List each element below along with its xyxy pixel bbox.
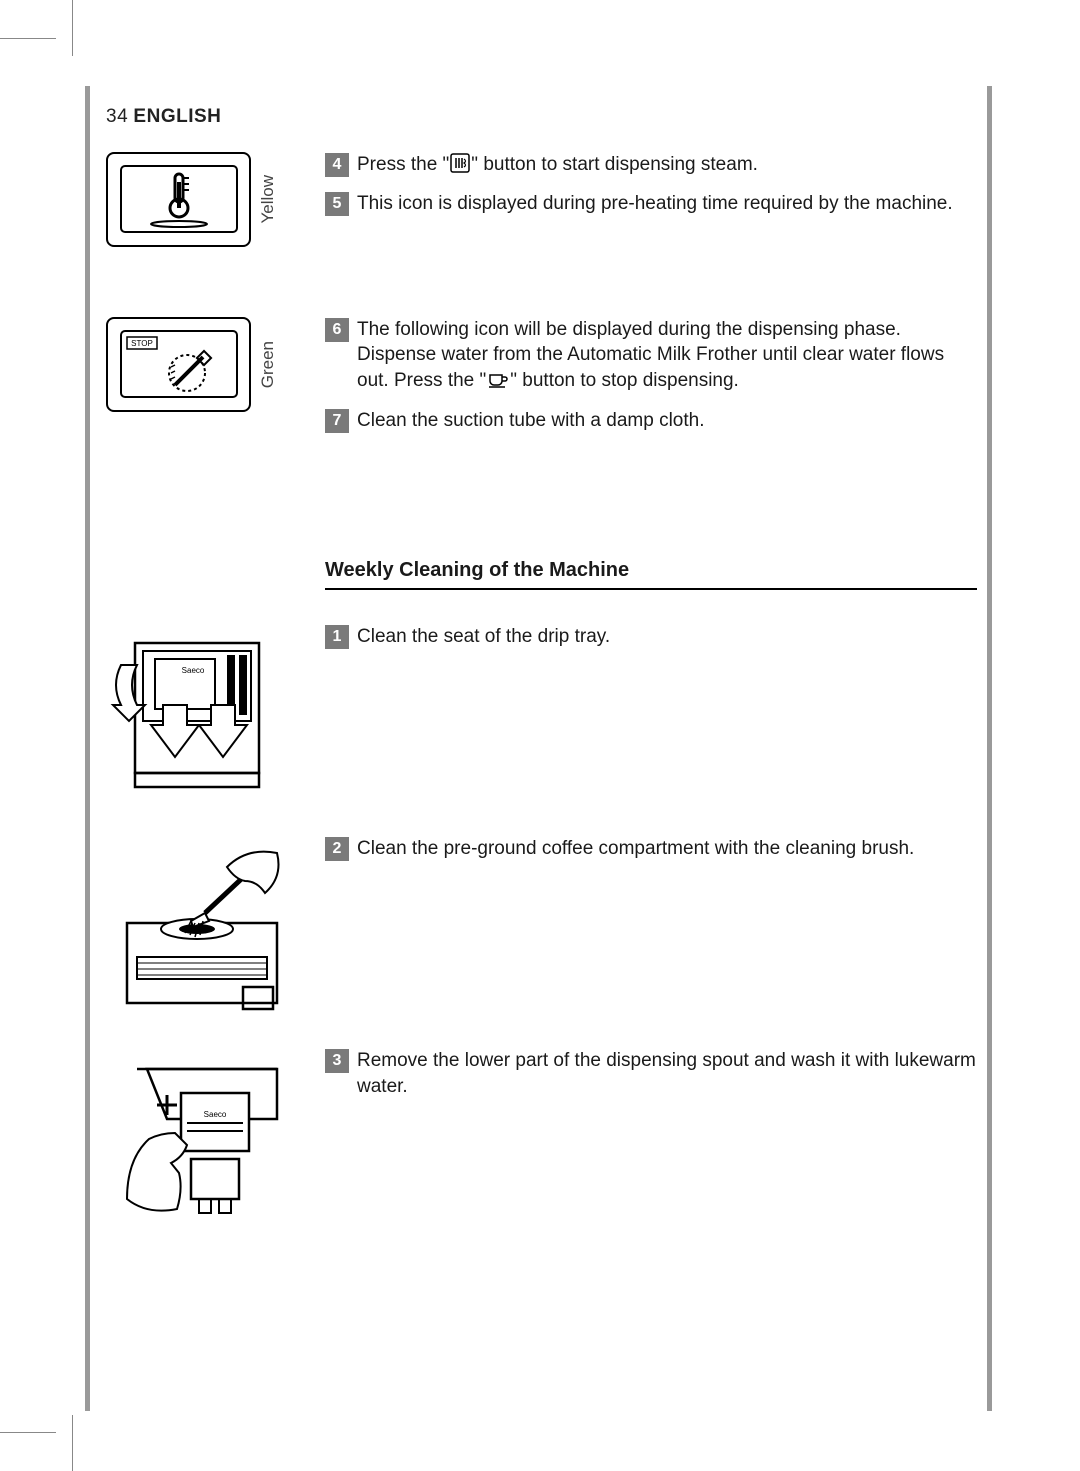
thermometer-icon [119, 164, 239, 234]
instruction-block: Saeco 1 Clean the seat of the drip tray. [90, 624, 987, 806]
step-text: Clean the seat of the drip tray. [357, 624, 977, 650]
svg-text:STOP: STOP [131, 339, 153, 348]
step-item: 6 The following icon will be displayed d… [325, 317, 977, 394]
step-number: 6 [325, 318, 349, 342]
step-item: 7 Clean the suction tube with a damp clo… [325, 408, 977, 434]
step-number: 3 [325, 1049, 349, 1073]
manual-page: 34 ENGLISH Yellow 4 [85, 86, 992, 1411]
instruction-block: Saeco 3 Remove the lower part of the dis… [90, 1048, 987, 1230]
spout-illustration: Saeco [106, 1048, 288, 1230]
step-item: 1 Clean the seat of the drip tray. [325, 624, 977, 650]
section-title: Weekly Cleaning of the Machine [325, 557, 977, 590]
step-text: Remove the lower part of the dispensing … [357, 1048, 977, 1099]
svg-text:Saeco: Saeco [204, 1110, 227, 1119]
steam-button-icon [450, 153, 470, 173]
color-label: Yellow [257, 175, 280, 224]
cup-button-icon [487, 371, 509, 389]
step-text: Clean the suction tube with a damp cloth… [357, 408, 977, 434]
instruction-block: Yellow 4 Press the "" button to start di… [90, 152, 987, 247]
step-number: 5 [325, 192, 349, 216]
display-screen-illustration: STOP [106, 317, 251, 412]
step-item: 4 Press the "" button to start dispensin… [325, 152, 977, 178]
step-item: 3 Remove the lower part of the dispensin… [325, 1048, 977, 1099]
drip-tray-illustration: Saeco [106, 624, 288, 806]
instruction-block: 2 Clean the pre-ground coffee compartmen… [90, 836, 987, 1018]
step-number: 1 [325, 625, 349, 649]
svg-text:Saeco: Saeco [182, 666, 205, 675]
section-heading-row: Weekly Cleaning of the Machine [90, 537, 987, 616]
wand-stop-icon: STOP [119, 329, 239, 399]
step-text: Clean the pre-ground coffee compartment … [357, 836, 977, 862]
step-text: This icon is displayed during pre-heatin… [357, 191, 977, 217]
step-text: Press the "" button to start dispensing … [357, 152, 977, 178]
step-item: 5 This icon is displayed during pre-heat… [325, 191, 977, 217]
color-label: Green [257, 341, 280, 388]
step-number: 4 [325, 153, 349, 177]
step-number: 2 [325, 837, 349, 861]
step-text: The following icon will be displayed dur… [357, 317, 977, 394]
language-label: ENGLISH [133, 106, 221, 127]
instruction-block: STOP Green 6 The following icon will be … [90, 317, 987, 448]
step-item: 2 Clean the pre-ground coffee compartmen… [325, 836, 977, 862]
display-screen-illustration [106, 152, 251, 247]
page-number: 34 [106, 106, 128, 127]
page-header: 34 ENGLISH [90, 86, 987, 152]
brush-illustration [106, 836, 288, 1018]
step-number: 7 [325, 409, 349, 433]
